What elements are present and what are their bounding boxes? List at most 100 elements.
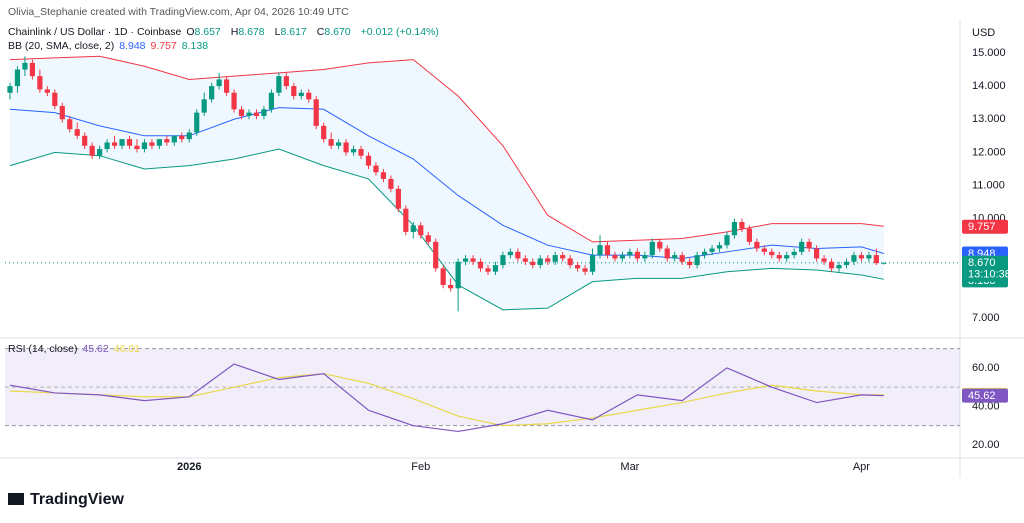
candle-body bbox=[194, 112, 200, 133]
candle-body bbox=[440, 268, 446, 285]
candle-body bbox=[97, 149, 103, 156]
candle-body bbox=[246, 112, 252, 116]
candle-body bbox=[627, 251, 633, 256]
candle-body bbox=[209, 86, 215, 100]
candle-body bbox=[448, 284, 454, 289]
price-tag-label: 9.757 bbox=[968, 221, 996, 233]
candle-body bbox=[873, 255, 879, 264]
candle-body bbox=[799, 241, 805, 252]
candle-body bbox=[380, 172, 387, 179]
rsi-name: RSI (14, close) bbox=[8, 343, 78, 355]
bb-value: 8.138 bbox=[181, 40, 209, 52]
candle-body bbox=[589, 255, 596, 272]
candle-body bbox=[238, 109, 245, 116]
candle-body bbox=[37, 76, 43, 90]
candle-body bbox=[59, 105, 65, 120]
candle-body bbox=[298, 92, 304, 97]
candle-body bbox=[806, 241, 812, 249]
candle-body bbox=[201, 99, 207, 113]
candle-body bbox=[395, 188, 401, 209]
price-tag-label: 45.62 bbox=[968, 390, 996, 402]
candle-body bbox=[761, 248, 767, 252]
candle-body bbox=[470, 258, 476, 262]
candle-body bbox=[126, 139, 133, 146]
ohlc-value: 8.617 bbox=[280, 26, 307, 38]
candle-body bbox=[373, 165, 379, 173]
candle-body bbox=[814, 248, 820, 259]
candle-body bbox=[111, 142, 118, 146]
y-tick-label: 40.00 bbox=[972, 400, 1000, 412]
rsi-value: 45.62 bbox=[82, 343, 109, 355]
candle-body bbox=[560, 255, 566, 259]
y-tick-label: 7.000 bbox=[972, 312, 1000, 324]
candle-body bbox=[268, 92, 275, 110]
candle-body bbox=[843, 261, 850, 266]
candle-body bbox=[619, 255, 626, 259]
rsi-line bbox=[9, 363, 884, 433]
price-tag: 45.62 bbox=[962, 388, 1008, 403]
ohlc-item: C8.670 bbox=[317, 26, 356, 38]
candle-body bbox=[731, 221, 738, 236]
candle-body bbox=[530, 261, 536, 266]
candle-body bbox=[216, 79, 222, 87]
ohlc-item: H8.678 bbox=[231, 26, 270, 38]
candle-body bbox=[522, 258, 528, 262]
price-tag-bg bbox=[962, 388, 1008, 403]
bb-value: 8.948 bbox=[119, 40, 146, 52]
last-price-label: 8.670 bbox=[968, 257, 996, 269]
candle-body bbox=[52, 92, 58, 106]
candle-body bbox=[223, 79, 230, 93]
y-tick-label: 20.00 bbox=[972, 439, 1000, 451]
candle-body bbox=[634, 251, 640, 259]
candle-body bbox=[716, 245, 723, 249]
candle-body bbox=[754, 241, 760, 249]
candle-body bbox=[141, 142, 148, 150]
rsi-value: 46.01 bbox=[113, 343, 141, 355]
y-tick-label: 60.00 bbox=[972, 362, 1000, 374]
candle-body bbox=[119, 139, 125, 146]
candle-body bbox=[231, 92, 237, 110]
candle-body bbox=[455, 261, 461, 289]
candle-body bbox=[179, 135, 185, 140]
bb-legend: BB (20, SMA, close, 2) 8.948 9.757 8.138 bbox=[8, 40, 213, 52]
candle-body bbox=[597, 245, 603, 256]
countdown: 13:10:38 bbox=[968, 269, 1011, 281]
x-tick-label: Mar bbox=[620, 461, 639, 473]
candle-body bbox=[604, 245, 611, 256]
candle-body bbox=[881, 262, 887, 264]
candle-body bbox=[149, 142, 155, 146]
logo: TradingView bbox=[30, 491, 125, 508]
candle-body bbox=[709, 248, 715, 252]
ohlc-value: 8.670 bbox=[324, 26, 351, 38]
candle-body bbox=[477, 261, 484, 269]
candle-body bbox=[828, 261, 835, 269]
candle-body bbox=[492, 265, 499, 272]
candle-body bbox=[746, 228, 752, 242]
candle-body bbox=[836, 265, 842, 269]
x-tick-label: Apr bbox=[853, 461, 870, 473]
candle-body bbox=[776, 255, 782, 259]
candle-body bbox=[82, 135, 88, 146]
candle-body bbox=[687, 261, 693, 266]
x-tick-label: Feb bbox=[411, 461, 430, 473]
rsi-line bbox=[9, 373, 884, 427]
candle-body bbox=[365, 155, 372, 166]
candle-body bbox=[388, 178, 394, 189]
ohlc-key: L bbox=[274, 26, 281, 38]
bb-line bbox=[9, 55, 884, 243]
candle-body bbox=[672, 255, 678, 259]
candle-body bbox=[306, 92, 312, 100]
candle-body bbox=[866, 255, 872, 259]
candle-body bbox=[186, 132, 192, 140]
candle-body bbox=[821, 258, 827, 262]
candle-body bbox=[575, 265, 581, 269]
candle-body bbox=[291, 86, 297, 97]
candle-body bbox=[545, 258, 551, 262]
candle-body bbox=[791, 251, 797, 256]
candle-body bbox=[261, 109, 267, 116]
ohlc-key: C bbox=[316, 26, 325, 38]
price-tag: 9.757 bbox=[962, 219, 1008, 234]
candle-body bbox=[276, 76, 282, 93]
candle-body bbox=[851, 255, 857, 262]
